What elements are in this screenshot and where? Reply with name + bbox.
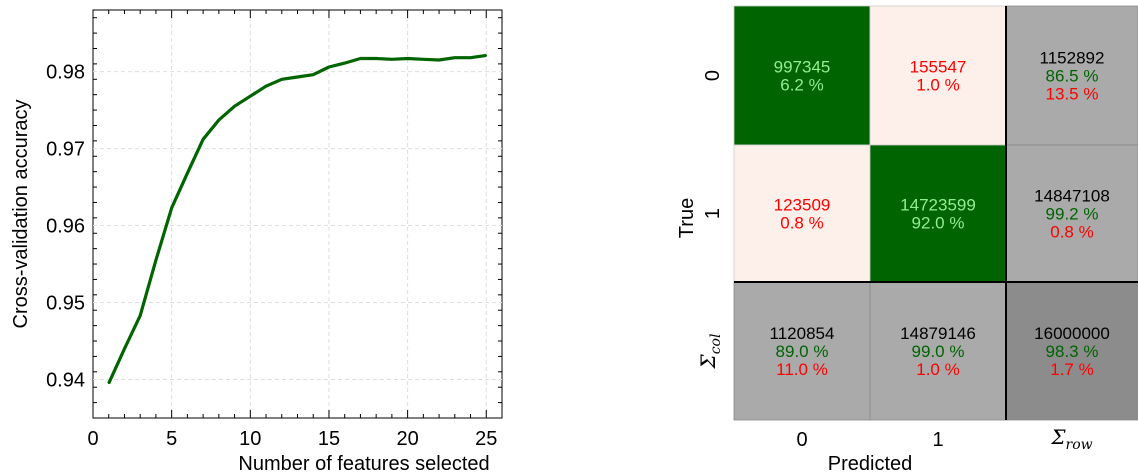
row-label: 1 [702,208,724,219]
data-point [312,73,315,76]
y-tick-label: 0.98 [46,62,85,84]
y-tick-label: 0.96 [46,216,85,238]
data-point [438,59,440,61]
cell-percent: 99.2 % [1046,205,1099,224]
data-point [375,57,377,60]
data-point [280,78,283,81]
x-tick-label: 15 [318,428,340,450]
cell-percent: 0.8 % [780,214,823,233]
x-axis-label: Number of features selected [238,453,489,474]
matrix-tick-labels: 0 1 Σrow 0 1 Σcol [696,70,1093,453]
data-point [422,58,425,61]
data-point [328,66,330,68]
data-point [218,119,220,121]
data-point [107,382,110,385]
row-label: 0 [702,70,724,81]
x-tick-label: 10 [239,428,261,450]
data-point [296,76,299,78]
data-point [139,314,141,317]
col-label: 0 [796,429,807,451]
accuracy-line [107,53,487,385]
matrix-dividers [734,6,1138,420]
cell-percent: 1.0 % [916,360,959,379]
cell-percent: 86.5 % [1046,67,1099,86]
col-label: 1 [932,429,943,451]
cell-percent: 6.2 % [780,76,823,95]
data-point [123,347,126,350]
data-point [265,85,267,88]
cell-count: 14847108 [1034,187,1110,206]
cell-background [733,144,871,283]
cell-percent: 99.0 % [912,342,965,361]
data-point [249,95,252,98]
x-axis-label-predicted: Predicted [828,453,913,474]
row-label-sigma-col: Σcol [696,334,724,370]
data-point [343,62,346,64]
cell-count: 16000000 [1034,324,1110,343]
data-point [186,172,189,174]
y-axis-label: Cross-validation accuracy [10,100,32,329]
cell-percent: 89.0 % [776,342,829,361]
cell-count: 1120854 [770,324,835,343]
data-point [454,56,456,59]
cell-percent: 11.0 % [776,360,828,379]
cell-percent: 13.5 % [1046,85,1099,104]
axis-ticks: 0 5 10 15 20 25 0.94 0.95 0.96 0.97 0.98 [46,10,503,450]
y-tick-label: 0.95 [46,293,85,315]
data-point [170,207,173,209]
cell-count: 997345 [774,58,831,77]
data-point [406,57,409,60]
x-tick-label: 25 [475,428,497,450]
y-tick-label: 0.94 [46,370,85,392]
data-point [485,54,488,57]
x-tick-label: 20 [396,428,418,450]
cell-background [1005,144,1138,283]
x-tick-label: 0 [87,428,98,450]
data-point [233,105,236,108]
data-point [202,138,204,141]
cell-background [733,5,871,146]
y-axis-label-true: True [676,198,698,238]
cell-count: 123509 [774,196,831,215]
cell-background [1005,281,1138,421]
cell-count: 155547 [910,58,967,77]
cell-percent: 98.3 % [1046,342,1099,361]
cell-percent: 0.8 % [1050,223,1093,242]
cell-percent: 1.7 % [1050,360,1093,379]
cell-percent: 92.0 % [912,214,965,233]
cell-background [869,5,1007,146]
data-points [107,54,488,385]
col-label-sigma-row: Σrow [1050,425,1092,453]
cell-count: 1152892 [1040,49,1105,68]
data-point [359,57,362,60]
grid [93,10,502,418]
data-point [155,259,157,261]
cell-background [869,144,1007,283]
data-point [469,56,472,59]
y-tick-label: 0.97 [46,139,85,161]
cell-background [1005,5,1138,146]
cell-count: 14879146 [900,324,976,343]
data-point [391,58,393,61]
cell-count: 14723599 [900,196,976,215]
cell-percent: 1.0 % [916,76,959,95]
x-tick-label: 5 [166,428,177,450]
line-chart: 0 5 10 15 20 25 0.94 0.95 0.96 0.97 0.98 Number of… [10,9,503,474]
